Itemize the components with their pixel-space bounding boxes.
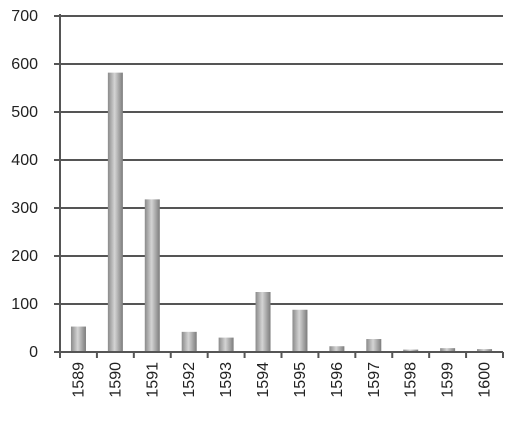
- bar-1598: [403, 349, 419, 352]
- bar-1597: [366, 339, 382, 352]
- x-tick-label: 1598: [403, 362, 420, 398]
- bar-1595: [292, 309, 308, 352]
- x-tick-label: 1591: [144, 362, 161, 398]
- y-tick-label: 300: [11, 200, 38, 217]
- y-tick-label: 500: [11, 104, 38, 121]
- x-tick-label: 1589: [70, 362, 87, 398]
- bars: [70, 72, 493, 352]
- axes: [54, 14, 504, 358]
- bar-1593: [218, 337, 234, 352]
- x-tick-label: 1597: [366, 362, 383, 398]
- x-tick-label: 1592: [181, 362, 198, 398]
- gridlines: [54, 15, 503, 305]
- x-tick-label: 1590: [107, 362, 124, 398]
- y-tick-label: 400: [11, 152, 38, 169]
- bar-1592: [181, 331, 197, 352]
- y-tick-label: 600: [11, 56, 38, 73]
- y-tick-label: 700: [11, 8, 38, 25]
- x-tick-label: 1593: [218, 362, 235, 398]
- bar-1589: [70, 326, 86, 352]
- bar-1599: [440, 348, 456, 352]
- x-tick-label: 1600: [477, 362, 494, 398]
- bar-1594: [255, 292, 271, 352]
- x-tick-label: 1594: [255, 362, 272, 398]
- x-tick-label: 1595: [292, 362, 309, 398]
- x-tick-label: 1599: [440, 362, 457, 398]
- bar-1600: [477, 349, 493, 352]
- x-tick-label: 1596: [329, 362, 346, 398]
- y-tick-label: 0: [29, 344, 38, 361]
- bar-1596: [329, 346, 345, 352]
- y-tick-label: 100: [11, 296, 38, 313]
- bar-1590: [107, 72, 123, 352]
- x-axis-tick-labels: 1589 1590 1591 1592 1593 1594 1595 1596 1597 1598…: [70, 362, 493, 398]
- y-axis-tick-labels: 0 100 200 300 400 500 600 700: [11, 8, 38, 361]
- bar-1591: [144, 199, 160, 352]
- y-tick-label: 200: [11, 248, 38, 265]
